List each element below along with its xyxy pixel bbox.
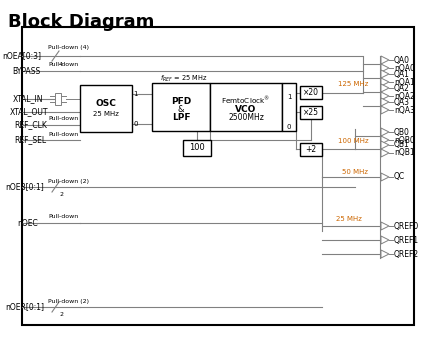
Polygon shape — [381, 78, 389, 86]
Polygon shape — [381, 84, 389, 92]
Polygon shape — [381, 236, 389, 244]
Text: Pull-down (2): Pull-down (2) — [48, 179, 89, 183]
Text: OSC: OSC — [95, 100, 117, 108]
Polygon shape — [381, 128, 389, 136]
FancyBboxPatch shape — [80, 85, 132, 132]
Text: nQB0: nQB0 — [394, 136, 415, 144]
FancyBboxPatch shape — [300, 106, 322, 119]
Text: FemtoClock$^\circledR$: FemtoClock$^\circledR$ — [222, 94, 270, 106]
FancyBboxPatch shape — [22, 27, 414, 325]
Text: &: & — [178, 104, 184, 114]
FancyBboxPatch shape — [183, 140, 211, 156]
Text: QC: QC — [394, 173, 405, 181]
Text: 1: 1 — [133, 91, 137, 97]
Text: 100: 100 — [189, 143, 205, 153]
Text: PFD: PFD — [171, 97, 191, 105]
Text: 125 MHz: 125 MHz — [338, 81, 368, 87]
Text: 50 MHz: 50 MHz — [342, 169, 368, 175]
Text: nQA1: nQA1 — [394, 78, 415, 86]
Text: Pull-down (4): Pull-down (4) — [48, 45, 89, 51]
Text: QB0: QB0 — [394, 127, 410, 137]
Text: XTAL_IN: XTAL_IN — [13, 95, 44, 103]
Polygon shape — [381, 141, 389, 149]
Text: 2: 2 — [59, 313, 63, 318]
Text: 2500MHz: 2500MHz — [228, 114, 264, 122]
Text: Pull-down: Pull-down — [48, 215, 78, 219]
Text: 100 MHz: 100 MHz — [338, 138, 368, 144]
Text: Pull-down (2): Pull-down (2) — [48, 299, 89, 303]
Polygon shape — [381, 56, 389, 64]
Text: REF_SEL: REF_SEL — [14, 136, 46, 144]
Text: 0: 0 — [133, 121, 137, 127]
Text: nOEB[0:1]: nOEB[0:1] — [5, 182, 44, 192]
Polygon shape — [381, 106, 389, 114]
Text: Pull-down: Pull-down — [48, 117, 78, 121]
Polygon shape — [381, 92, 389, 100]
Text: nQA3: nQA3 — [394, 105, 415, 115]
Text: QREF1: QREF1 — [394, 236, 419, 244]
Text: ×25: ×25 — [303, 108, 319, 117]
Text: QA1: QA1 — [394, 69, 410, 79]
Text: nOEC: nOEC — [17, 219, 38, 227]
Polygon shape — [381, 64, 389, 72]
Text: nOEA[0:3]: nOEA[0:3] — [2, 52, 41, 60]
FancyBboxPatch shape — [300, 86, 322, 99]
Text: VCO: VCO — [235, 104, 257, 114]
Text: QA2: QA2 — [394, 83, 410, 93]
Text: Block Diagram: Block Diagram — [8, 13, 154, 31]
Text: nOER[0:1]: nOER[0:1] — [5, 302, 44, 312]
Text: nQA0: nQA0 — [394, 63, 415, 73]
Text: BYPASS: BYPASS — [12, 66, 40, 76]
Text: REF_CLK: REF_CLK — [14, 120, 47, 129]
Polygon shape — [381, 70, 389, 78]
Text: 0: 0 — [287, 124, 291, 130]
Polygon shape — [381, 136, 389, 144]
FancyBboxPatch shape — [282, 83, 296, 131]
Text: nQB1: nQB1 — [394, 148, 415, 158]
Polygon shape — [381, 98, 389, 106]
FancyBboxPatch shape — [210, 83, 282, 131]
Text: 25 MHz: 25 MHz — [336, 216, 362, 222]
Text: Pull-down: Pull-down — [48, 61, 78, 66]
Polygon shape — [381, 250, 389, 258]
FancyBboxPatch shape — [300, 143, 322, 156]
Text: Pull-down: Pull-down — [48, 132, 78, 137]
FancyBboxPatch shape — [152, 83, 210, 131]
Text: ×20: ×20 — [303, 88, 319, 97]
Text: LPF: LPF — [172, 113, 190, 121]
Text: XTAL_OUT: XTAL_OUT — [10, 107, 48, 117]
FancyBboxPatch shape — [55, 93, 61, 105]
Polygon shape — [381, 173, 389, 181]
Text: nQA2: nQA2 — [394, 92, 415, 100]
Text: 2: 2 — [59, 193, 63, 198]
Text: QA0: QA0 — [394, 56, 410, 64]
Text: QREF0: QREF0 — [394, 221, 419, 231]
Polygon shape — [381, 222, 389, 230]
Text: +2: +2 — [305, 145, 317, 154]
Text: $f_{REF}$ = 25 MHz: $f_{REF}$ = 25 MHz — [160, 74, 207, 84]
Text: QREF2: QREF2 — [394, 250, 419, 259]
Text: 1: 1 — [287, 94, 291, 100]
Polygon shape — [381, 149, 389, 157]
Text: 25 MHz: 25 MHz — [93, 111, 119, 117]
Text: QA3: QA3 — [394, 98, 410, 106]
Text: QB1: QB1 — [394, 140, 410, 149]
Text: 4: 4 — [59, 61, 63, 66]
